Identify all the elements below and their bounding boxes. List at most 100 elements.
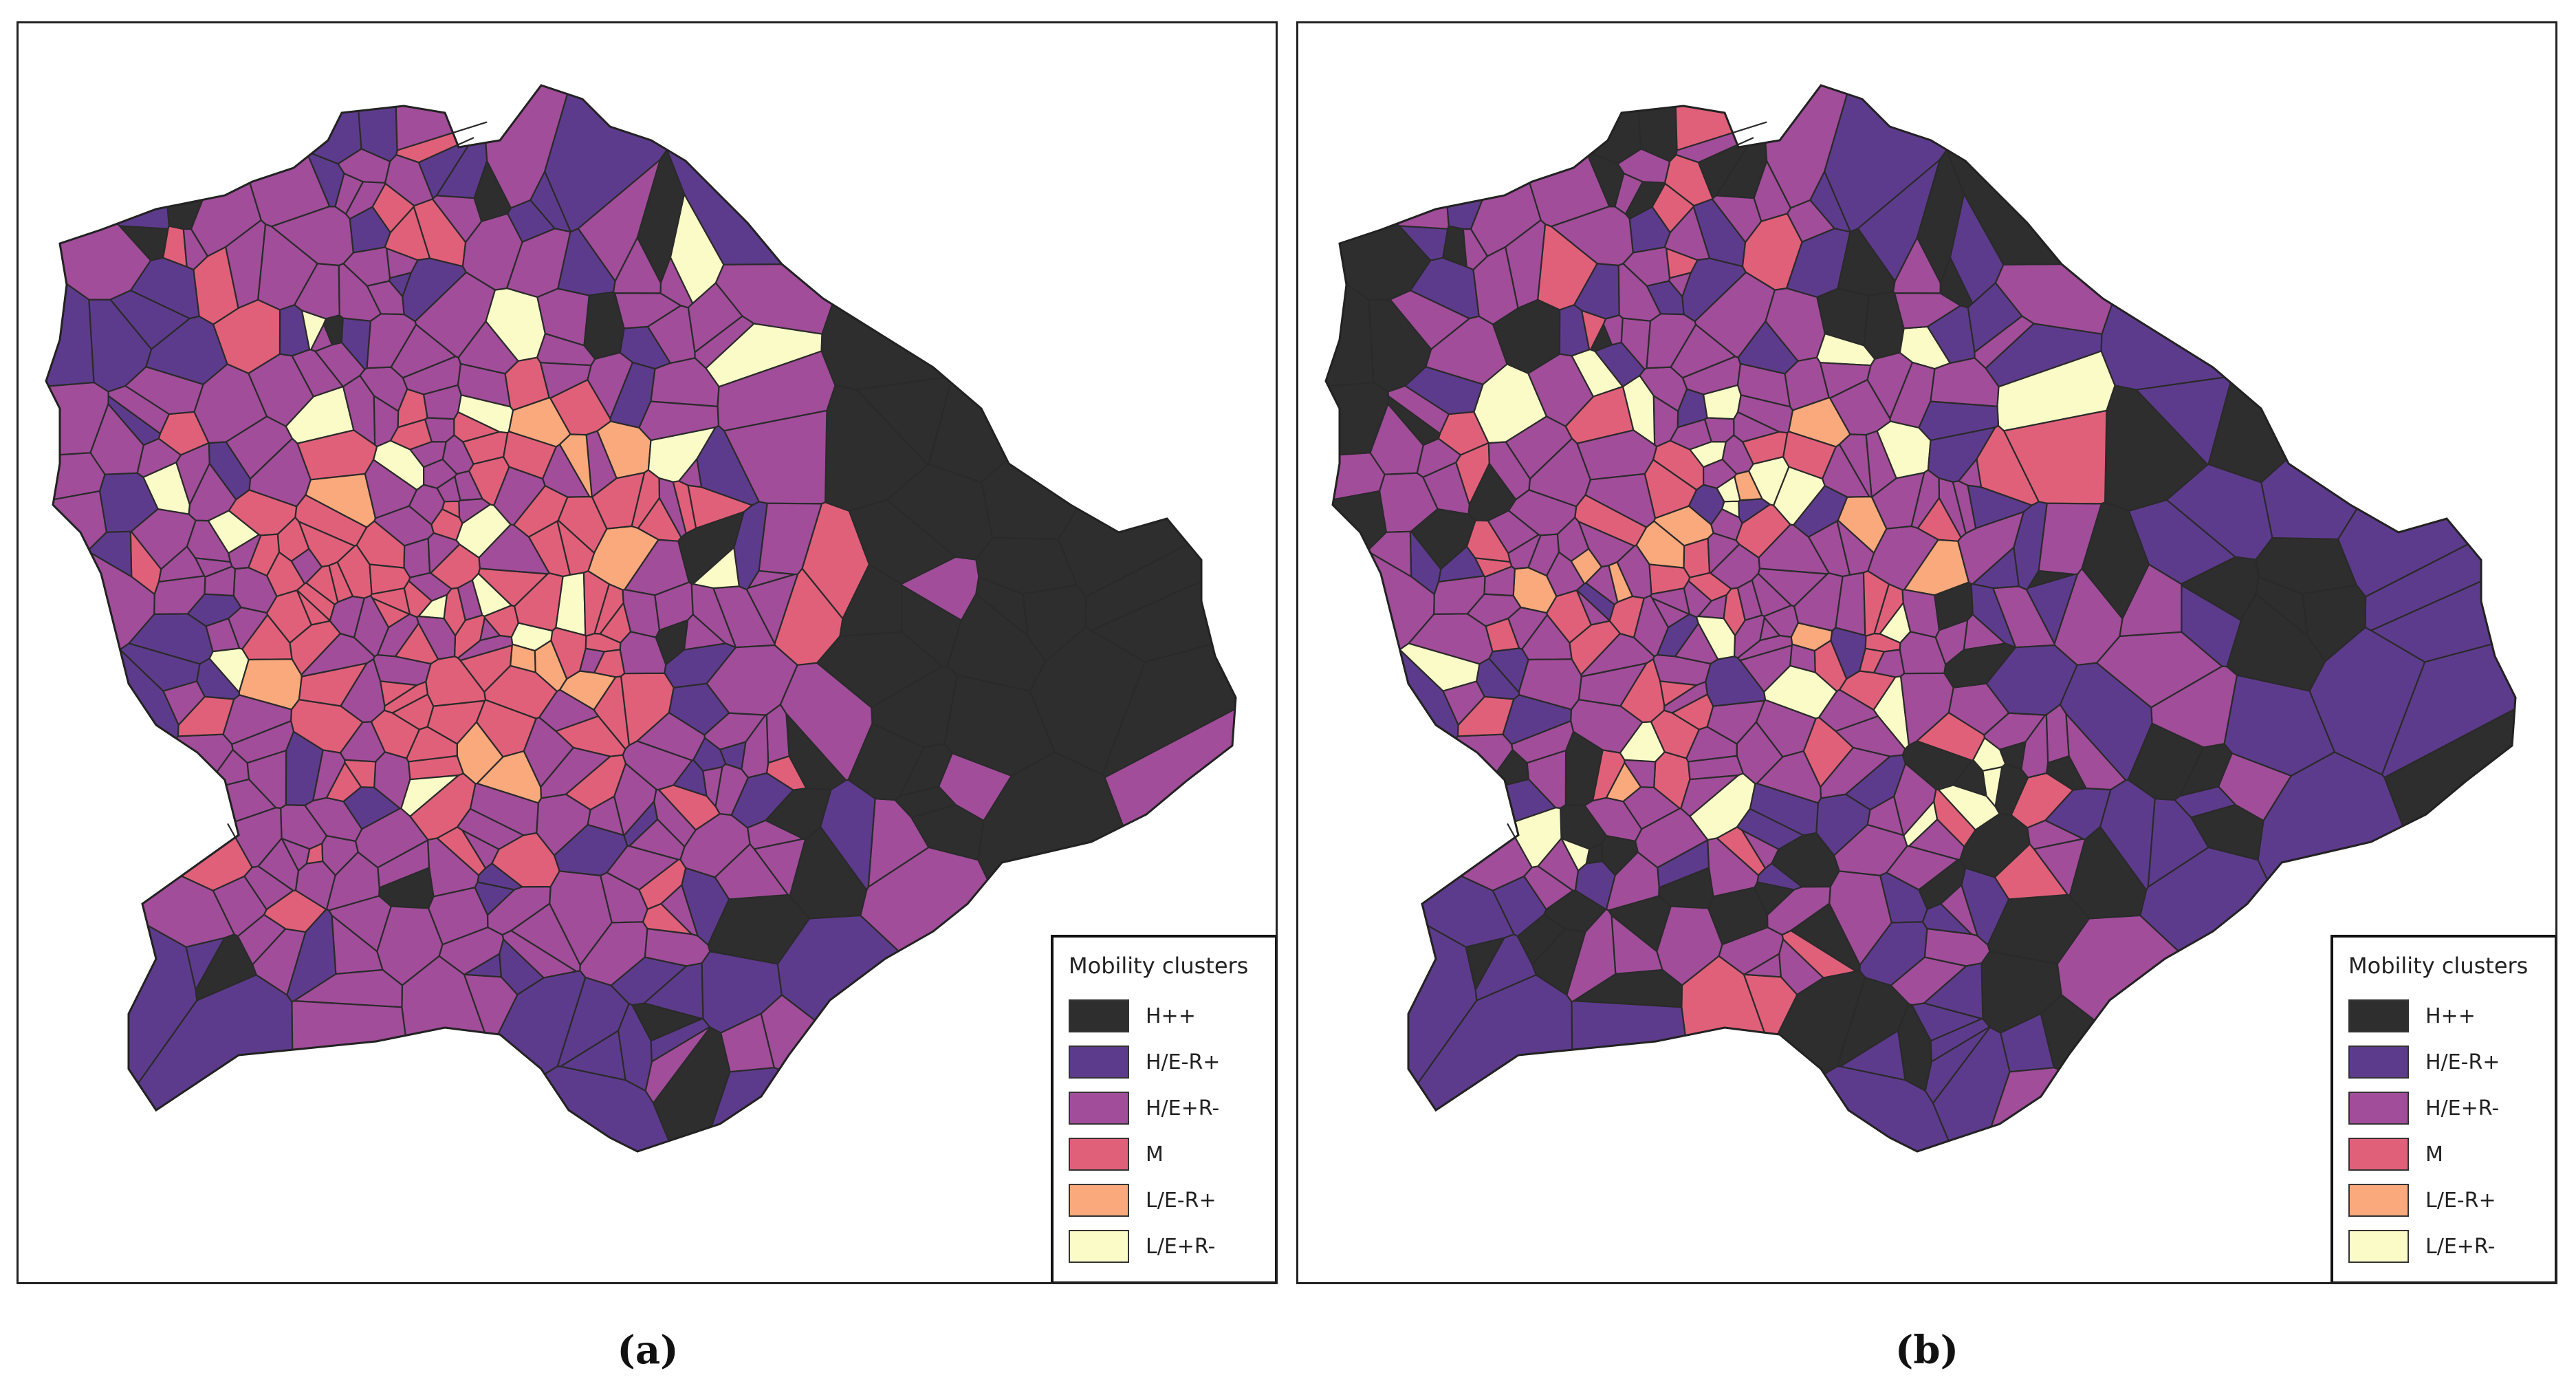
legend-item-l-e-minus-r-plus: L/E-R+: [1069, 1184, 1268, 1218]
district-cell: [454, 470, 483, 501]
district-cell: [1646, 313, 1697, 369]
district-cell: [1899, 672, 1954, 746]
district-cell: [403, 537, 431, 578]
district-cell: [1930, 1017, 1991, 1063]
legend-swatch: [2348, 1046, 2409, 1079]
district-cell: [587, 351, 634, 420]
district-cell: [1952, 759, 1987, 797]
district-cell: [714, 843, 789, 900]
city-boundary: [45, 84, 1237, 1153]
district-cell: [1863, 291, 1905, 360]
district-cell: [1830, 627, 1867, 680]
district-cell: [565, 754, 627, 811]
legend-label: H/E-R+: [2425, 1050, 2500, 1074]
district-cell: [1844, 754, 1907, 811]
district-cell: [469, 782, 539, 836]
legend-swatch: [1069, 1184, 1129, 1217]
district-cell: [1580, 632, 1655, 678]
district-cell: [1736, 362, 1791, 408]
district-cell: [376, 905, 444, 986]
district-cell: [1741, 213, 1803, 291]
district-cell: [1926, 305, 1976, 364]
district-cell: [296, 429, 378, 481]
district-cell: [379, 680, 418, 707]
district-cell: [975, 576, 1029, 637]
district-cell: [820, 303, 946, 391]
district-cell: [2255, 576, 2308, 637]
legend-swatch: [1069, 1230, 1129, 1263]
district-cell: [620, 672, 675, 746]
district-cell: [257, 837, 299, 891]
legend-label: H/E+R-: [2425, 1096, 2500, 1120]
district-cell: [894, 786, 957, 819]
district-cell: [371, 182, 415, 234]
district-cell: [1651, 182, 1695, 234]
district-cell: [937, 752, 1012, 822]
district-cell: [1656, 905, 1723, 986]
district-cell: [1669, 418, 1712, 451]
legend-item-h-e-plus-r-minus: H/E+R-: [2348, 1092, 2548, 1126]
district-cell: [839, 563, 903, 638]
district-cell: [1635, 808, 1709, 869]
district-cell: [1703, 417, 1735, 443]
district-cell: [1387, 395, 1441, 446]
district-cell: [638, 400, 720, 442]
map-panel-b: Mobility clusters H++ H/E-R+ H/E+R- M L/…: [1296, 21, 2557, 1284]
district-cell: [1622, 374, 1656, 446]
district-cell: [107, 395, 161, 446]
legend-item-l-e-plus-r-minus: L/E+R-: [1069, 1230, 1268, 1264]
district-cell: [523, 716, 574, 788]
district-cell: [1952, 480, 1977, 534]
district-cell: [471, 572, 512, 618]
district-cell: [741, 713, 769, 779]
district-cell: [1833, 823, 1908, 877]
district-cell: [591, 472, 646, 530]
district-cell: [673, 759, 708, 797]
district-cell: [124, 366, 204, 415]
district-cell: [212, 299, 281, 374]
district-cell: [553, 823, 629, 877]
district-cell: [819, 779, 876, 891]
district-cell: [479, 616, 501, 642]
district-cell: [1994, 843, 2069, 900]
district-cell: [301, 632, 375, 678]
district-cell: [2099, 779, 2156, 891]
district-cell: [644, 927, 711, 967]
legend-item-l-e-minus-r-plus: L/E-R+: [2348, 1184, 2548, 1218]
district-cell: [583, 291, 625, 360]
district-cell: [355, 808, 429, 869]
district-cell: [1923, 962, 1984, 1020]
legend-label: H++: [1146, 1004, 1196, 1028]
district-cell: [1511, 720, 1575, 764]
district-cell: [1324, 283, 1375, 387]
caption-b: (b): [1895, 1328, 1959, 1373]
district-cell: [370, 709, 420, 759]
district-cell: [1870, 472, 1925, 530]
district-cell: [1959, 813, 2031, 878]
district-cell: [248, 533, 280, 577]
legend-item-h-e-minus-r-plus: H/E-R+: [2348, 1046, 2548, 1080]
district-cell: [1923, 927, 1991, 967]
district-cell: [2223, 674, 2336, 777]
district-cell: [1474, 933, 1537, 1001]
district-cell: [650, 1017, 711, 1063]
district-cell: [1594, 341, 1646, 388]
legend-item-l-e-plus-r-minus: L/E+R-: [2348, 1230, 2548, 1264]
district-cell: [1571, 999, 1686, 1051]
legend-b: Mobility clusters H++ H/E-R+ H/E+R- M L/…: [2331, 935, 2555, 1282]
district-cell: [943, 674, 1056, 777]
district-cell: [1789, 643, 1816, 673]
map-panel-a: Mobility clusters H++ H/E-R+ H/E+R- M L/…: [17, 21, 1278, 1284]
district-cell: [1743, 953, 1782, 978]
district-cell: [1787, 397, 1851, 448]
city-boundary: [1324, 84, 2517, 1153]
district-cell: [1474, 557, 1513, 578]
district-cell: [342, 374, 376, 446]
district-cell: [758, 502, 823, 576]
district-cell: [314, 341, 366, 388]
district-cell: [679, 813, 751, 878]
district-cell: [646, 305, 696, 364]
district-cell: [654, 581, 694, 631]
district-cell: [427, 532, 461, 574]
